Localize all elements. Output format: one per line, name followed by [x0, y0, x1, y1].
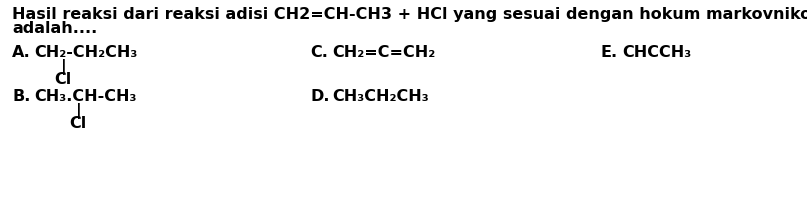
- Text: |: |: [61, 59, 67, 75]
- Text: CH₃CH₂CH₃: CH₃CH₂CH₃: [332, 89, 429, 104]
- Text: A.: A.: [12, 45, 31, 60]
- Text: adalah....: adalah....: [12, 21, 98, 36]
- Text: CHCCH₃: CHCCH₃: [622, 45, 692, 60]
- Text: E.: E.: [600, 45, 617, 60]
- Text: CH₂-CH₂CH₃: CH₂-CH₂CH₃: [34, 45, 137, 60]
- Text: CH₂=C=CH₂: CH₂=C=CH₂: [332, 45, 435, 60]
- Text: |: |: [76, 103, 82, 119]
- Text: Cl: Cl: [69, 116, 86, 131]
- Text: C.: C.: [310, 45, 328, 60]
- Text: Cl: Cl: [54, 72, 71, 87]
- Text: D.: D.: [310, 89, 329, 104]
- Text: Hasil reaksi dari reaksi adisi CH2=CH-CH3 + HCl yang sesuai dengan hokum markovn: Hasil reaksi dari reaksi adisi CH2=CH-CH…: [12, 7, 807, 22]
- Text: B.: B.: [12, 89, 31, 104]
- Text: CH₃.CH-CH₃: CH₃.CH-CH₃: [34, 89, 136, 104]
